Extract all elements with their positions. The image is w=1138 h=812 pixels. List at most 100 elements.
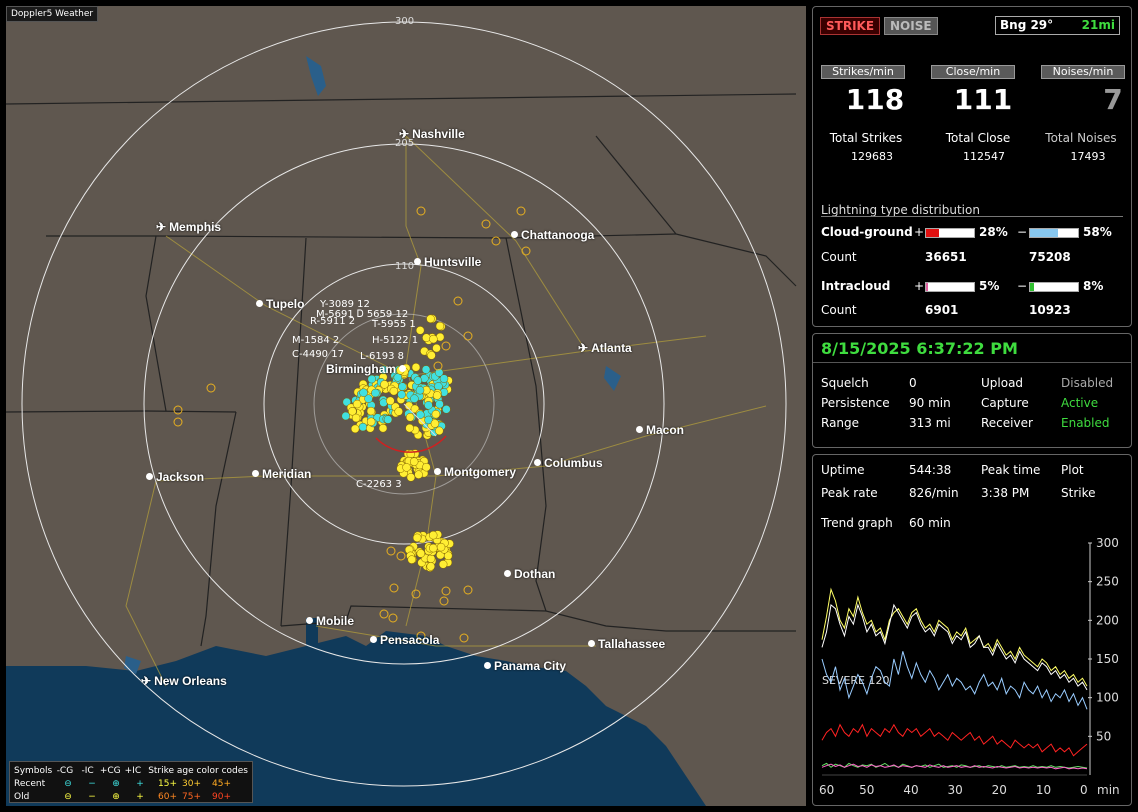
- strike-marker: [396, 551, 406, 561]
- city-dot-icon: [434, 468, 441, 475]
- strike-marker: [516, 206, 526, 216]
- intracloud-label: Intracloud: [821, 279, 891, 293]
- strike-marker: [402, 463, 411, 472]
- x-axis-label: min: [1097, 783, 1120, 797]
- strike-marker: [173, 405, 183, 415]
- strike-marker: [206, 383, 216, 393]
- legend-pos-ic-header: +IC: [124, 765, 142, 776]
- strike-marker: [491, 236, 501, 246]
- city-panama-city[interactable]: Panama City: [484, 659, 566, 673]
- lightning-map[interactable]: Doppler5 Weather 300 205 110 ✈ Nashville …: [6, 6, 806, 806]
- strike-marker: [412, 533, 422, 543]
- city-memphis[interactable]: ✈ Memphis: [156, 220, 222, 234]
- total-noises-label: Total Noises: [1045, 131, 1117, 145]
- cg-positive-count: 36651: [925, 250, 967, 264]
- legend-symbols-header: Symbols: [14, 765, 53, 776]
- noises-per-min-label: Noises/min: [1041, 65, 1125, 79]
- legend-pos-cg-header: +CG: [99, 765, 121, 776]
- cloud-ground-negative-bar: [1029, 228, 1079, 238]
- capture-label: Capture: [981, 396, 1029, 410]
- trend-series-line: [821, 723, 1088, 757]
- storm-cell-label[interactable]: T-5955 1: [372, 319, 416, 330]
- persistence-label: Persistence: [821, 396, 890, 410]
- strike-marker: [358, 422, 368, 432]
- noises-per-min-value: 7: [1103, 83, 1123, 116]
- noise-mode-button[interactable]: NOISE: [884, 17, 938, 35]
- strike-marker: [359, 388, 368, 397]
- legend-neg-ic-header: -IC: [81, 765, 94, 776]
- city-dot-icon: [146, 473, 153, 480]
- strike-marker: [348, 407, 357, 416]
- storm-cell-label[interactable]: C-2263 3: [356, 479, 402, 490]
- strike-marker: [415, 326, 425, 335]
- city-tupelo[interactable]: Tupelo: [256, 297, 304, 311]
- storm-cell-label[interactable]: M-1584 2: [292, 335, 340, 346]
- storm-cell-label[interactable]: C-4490 17: [292, 349, 344, 360]
- city-jackson[interactable]: Jackson: [146, 470, 204, 484]
- storm-cell-label[interactable]: H-5122 1: [372, 335, 419, 346]
- city-birmingham[interactable]: Birmingham: [326, 362, 409, 376]
- uptime-value: 544:38: [909, 463, 952, 477]
- strike-marker: [173, 417, 183, 427]
- city-tallahassee[interactable]: Tallahassee: [588, 637, 665, 651]
- city-dot-icon: [484, 662, 491, 669]
- city-montgomery[interactable]: Montgomery: [434, 465, 516, 479]
- city-macon[interactable]: Macon: [636, 423, 684, 437]
- strike-marker: [439, 374, 449, 383]
- trend-series-line: [821, 651, 1088, 710]
- strike-marker: [422, 462, 431, 472]
- storm-cell-label[interactable]: R-5911 2: [310, 316, 356, 327]
- city-dothan[interactable]: Dothan: [504, 567, 555, 581]
- strike-marker: [434, 382, 443, 391]
- ring-label-300: 300: [395, 16, 415, 27]
- city-mobile[interactable]: Mobile: [306, 614, 354, 628]
- intracloud-negative-pct: 8%: [1083, 279, 1104, 293]
- strike-marker: [414, 470, 423, 479]
- storm-cell-label[interactable]: Y-3089 12: [320, 299, 370, 310]
- city-chattanooga[interactable]: Chattanooga: [511, 228, 594, 242]
- city-pensacola[interactable]: Pensacola: [370, 633, 439, 647]
- strike-marker: [386, 546, 396, 556]
- city-meridian[interactable]: Meridian: [252, 467, 311, 481]
- ic-count-label: Count: [821, 303, 857, 317]
- close-per-min-value: 111: [953, 83, 1013, 116]
- airport-icon: ✈: [156, 220, 167, 234]
- city-nashville[interactable]: ✈ Nashville: [399, 127, 465, 141]
- age-60: 60+: [158, 791, 177, 802]
- trend-window-value[interactable]: 60 min: [909, 516, 951, 530]
- city-dot-icon: [504, 570, 511, 577]
- strike-marker: [407, 555, 416, 564]
- city-columbus[interactable]: Columbus: [534, 456, 603, 470]
- x-tick-label: 60: [819, 783, 834, 797]
- strike-marker: [435, 321, 445, 331]
- plot-value[interactable]: Strike: [1061, 486, 1096, 500]
- strike-marker: [481, 219, 491, 229]
- strike-marker: [409, 457, 419, 466]
- divider: [813, 362, 1131, 363]
- strike-mode-button[interactable]: STRIKE: [820, 17, 881, 35]
- strike-marker: [521, 246, 531, 256]
- negative-sign: −: [1017, 225, 1028, 239]
- age-90: 90+: [212, 791, 231, 802]
- storm-cell-label[interactable]: M-5691 Ꭰ 5659 12: [316, 309, 409, 320]
- trend-series-line: [821, 763, 1088, 770]
- strike-marker: [435, 426, 444, 436]
- strike-marker: [342, 397, 352, 407]
- total-close-value: 112547: [963, 150, 1005, 163]
- strike-marker: [430, 419, 440, 428]
- city-new-orleans[interactable]: ✈ New Orleans: [141, 674, 227, 688]
- status-panel: 8/15/2025 6:37:22 PM Squelch 0 Upload Di…: [812, 333, 1132, 448]
- current-datetime: 8/15/2025 6:37:22 PM: [821, 339, 1018, 358]
- old-pos-ic-icon: +: [136, 791, 144, 802]
- strike-marker: [364, 394, 373, 403]
- range-rings: [21, 21, 787, 787]
- strike-marker: [463, 331, 473, 341]
- storm-cell-label[interactable]: L-6193 8: [360, 351, 404, 362]
- city-dot-icon: [256, 300, 263, 307]
- strike-marker: [383, 415, 393, 424]
- ring-label-205: 205: [395, 138, 415, 149]
- city-atlanta[interactable]: ✈ Atlanta: [578, 341, 632, 355]
- strike-marker: [436, 542, 446, 552]
- city-huntsville[interactable]: Huntsville: [414, 255, 481, 269]
- x-tick-label: 20: [992, 783, 1007, 797]
